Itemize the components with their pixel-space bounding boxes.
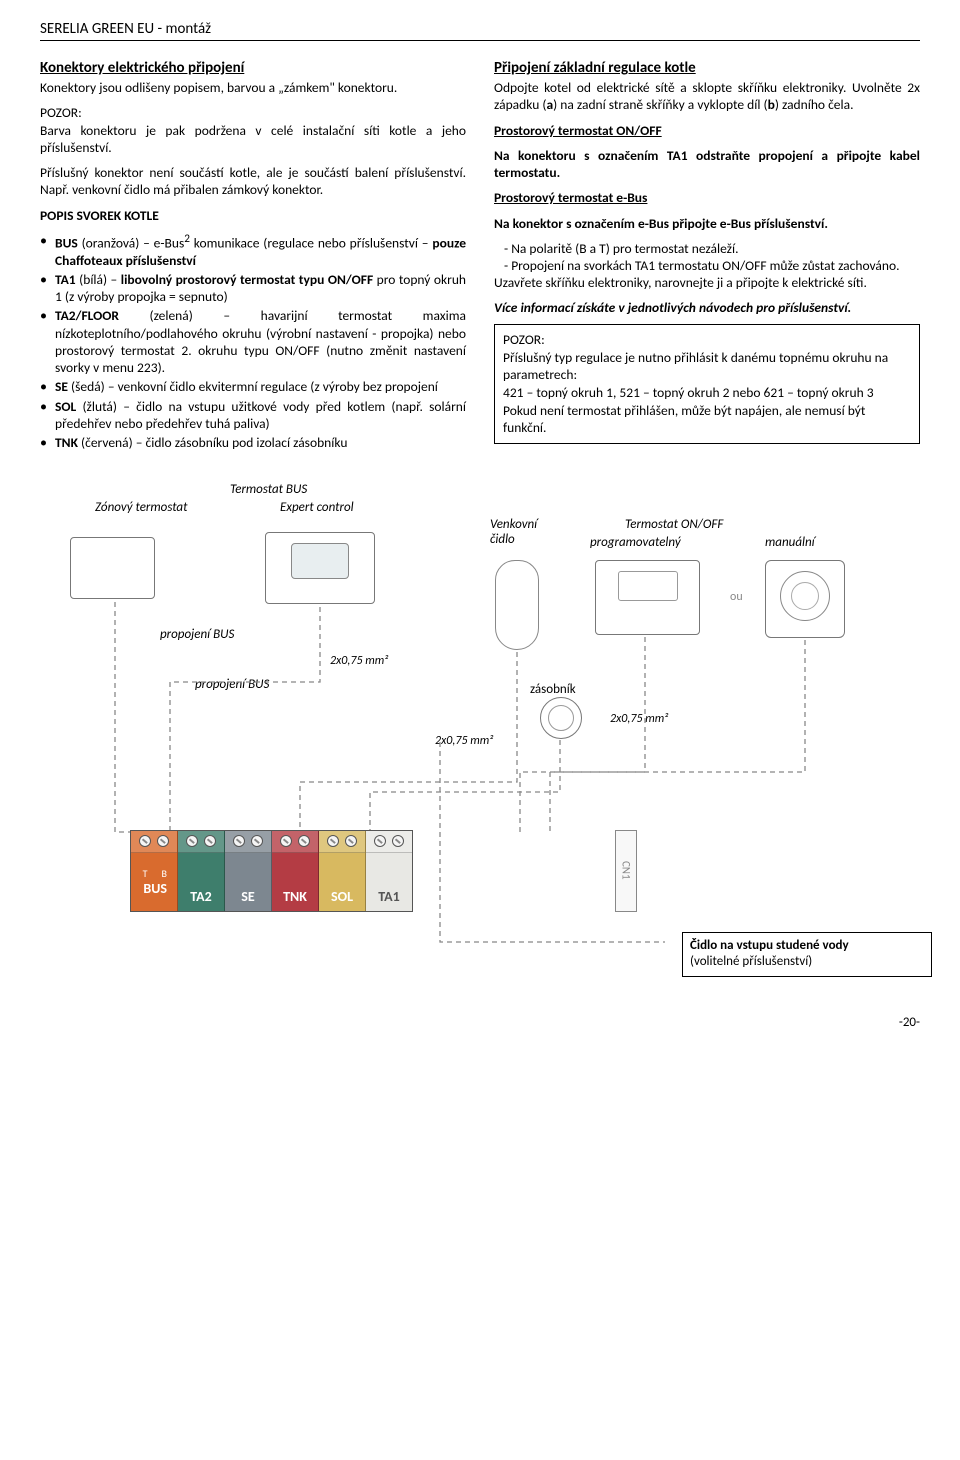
terminal-sol: SOL: [319, 831, 366, 911]
lbl-outdoor: Venkovní čidlo: [490, 517, 537, 547]
right-p5: Více informací získáte v jednotlivých ná…: [494, 299, 920, 316]
cn1-connector: CN1: [615, 830, 637, 912]
wiring-diagram: Termostat BUS Zónový termostat Expert co…: [40, 482, 920, 982]
lbl-zasobnik: zásobník: [530, 682, 576, 697]
right-p1: Odpojte kotel od elektrické sítě a sklop…: [494, 79, 920, 114]
d2: Propojení na svorkách TA1 termostatu ON/…: [504, 257, 920, 274]
callout-box: Čidlo na vstupu studené vody(volitelné p…: [682, 932, 932, 977]
right-dashes: Na polaritě (B a T) pro termostat nezále…: [494, 240, 920, 274]
right-p3: Na konektor s označením e-Bus připojte e…: [494, 215, 920, 232]
lbl-ou: ou: [730, 590, 743, 604]
li-ta1: TA1 (bílá) – libovolný prostorový termos…: [40, 271, 466, 306]
w3: 2x0,75 mm²: [610, 712, 668, 726]
left-column: Konektory elektrického připojení Konekto…: [40, 59, 466, 460]
li-sol: SOL (žlutá) – čidlo na vstupu užitkové v…: [40, 398, 466, 433]
lbl-onoff: Termostat ON/OFF: [625, 517, 723, 532]
right-column: Připojení základní regulace kotle Odpojt…: [494, 59, 920, 460]
li-bus: BUS (oranžová) – e-Bus2 komunikace (regu…: [40, 232, 466, 269]
dev-manual: [765, 560, 845, 638]
page-header: SERELIA GREEN EU - montáž: [40, 20, 920, 41]
warning-box: POZOR: Příslušný typ regulace je nutno p…: [494, 324, 920, 443]
right-h2: Prostorový termostat ON/OFF: [494, 122, 920, 139]
lbl-manual: manuální: [765, 535, 815, 550]
right-h3: Prostorový termostat e-Bus: [494, 189, 920, 206]
dev-expert: [265, 532, 375, 604]
lbl-expert: Expert control: [280, 500, 354, 515]
left-h2: POPIS SVOREK KOTLE: [40, 207, 466, 224]
terminal-list: BUS (oranžová) – e-Bus2 komunikace (regu…: [40, 232, 466, 452]
right-p2: Na konektoru s označením TA1 odstraňte p…: [494, 147, 920, 182]
w2: 2x0,75 mm²: [435, 734, 493, 748]
left-h1: Konektory elektrického připojení: [40, 59, 466, 77]
li-tnk: TNK (červená) – čidlo zásobníku pod izol…: [40, 434, 466, 451]
d1: Na polaritě (B a T) pro termostat nezále…: [504, 240, 920, 257]
li-se: SE (šedá) – venkovní čidlo ekvitermní re…: [40, 378, 466, 395]
left-p1a: Konektory jsou odlišeny popisem, barvou …: [40, 79, 466, 96]
terminal-bus: TBBUS: [131, 831, 178, 911]
lbl-zone: Zónový termostat: [95, 500, 187, 515]
dev-zone: [70, 537, 155, 599]
lbl-link2: propojení BUS: [195, 677, 269, 692]
w1: 2x0,75 mm²: [330, 654, 388, 668]
terminal-tnk: TNK: [272, 831, 319, 911]
right-h1: Připojení základní regulace kotle: [494, 59, 920, 77]
lbl-link1: propojení BUS: [160, 627, 234, 642]
page-number: -20-: [899, 1015, 920, 1030]
terminal-ta2: TA2: [178, 831, 225, 911]
terminal-strip: TBBUSTA2SETNKSOLTA1: [130, 830, 413, 912]
li-ta2: TA2/FLOOR (zelená) – havarijní termostat…: [40, 307, 466, 376]
dev-prog: [595, 560, 700, 635]
lbl-prog: programovatelný: [590, 535, 681, 550]
terminal-se: SE: [225, 831, 272, 911]
two-columns: Konektory elektrického připojení Konekto…: [40, 59, 920, 460]
lbl-tbus: Termostat BUS: [230, 482, 307, 497]
terminal-ta1: TA1: [366, 831, 412, 911]
left-pozor: POZOR:Barva konektoru je pak podržena v …: [40, 104, 466, 156]
left-p2: Příslušný konektor není součástí kotle, …: [40, 164, 466, 199]
dev-outdoor: [495, 560, 539, 650]
right-p4: Uzavřete skříňku elektroniky, narovnejte…: [494, 274, 920, 291]
